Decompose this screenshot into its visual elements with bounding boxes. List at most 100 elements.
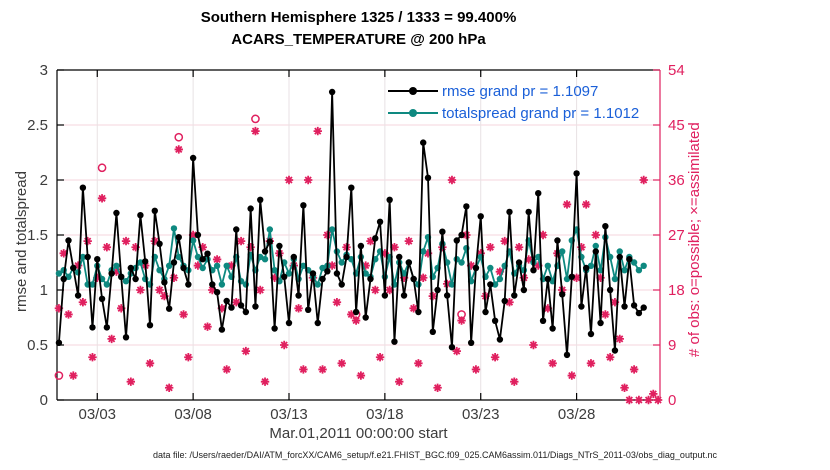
rmse-marker xyxy=(185,281,192,288)
obs-assimilated-marker xyxy=(615,334,624,344)
legend-label-rmse: rmse grand pr = 1.1097 xyxy=(442,82,599,100)
rmse-marker xyxy=(539,317,547,324)
right-tick-label: 18 xyxy=(668,282,685,299)
obs-assimilated-marker xyxy=(107,334,116,344)
totalspread-marker xyxy=(300,262,307,269)
rmse-marker xyxy=(616,253,623,261)
totalspread-marker xyxy=(420,248,427,255)
obs-assimilated-marker xyxy=(601,310,610,319)
obs-assimilated-marker xyxy=(193,261,203,270)
obs-assimilated-marker xyxy=(136,285,145,295)
rmse-marker xyxy=(55,339,63,346)
totalspread-line-sample-icon xyxy=(388,108,438,118)
rmse-marker xyxy=(295,292,302,299)
rmse-marker xyxy=(194,231,202,239)
obs-assimilated-marker xyxy=(78,298,88,307)
rmse-marker xyxy=(573,170,580,177)
right-tick-label: 36 xyxy=(668,172,685,189)
rmse-marker xyxy=(113,209,120,217)
obs-assimilated-marker xyxy=(112,267,121,276)
obs-assimilated-marker xyxy=(620,383,629,392)
rmse-marker xyxy=(611,347,619,354)
totalspread-marker xyxy=(65,273,72,280)
obs-assimilated-marker xyxy=(577,243,586,252)
obs-assimilated-marker xyxy=(323,230,332,240)
obs-assimilated-marker xyxy=(490,353,500,362)
rmse-marker xyxy=(386,196,393,203)
obs-assimilated-marker xyxy=(581,200,591,209)
rmse-marker xyxy=(458,231,465,239)
obs-assimilated-marker xyxy=(337,359,346,368)
rmse-marker xyxy=(477,213,484,220)
rmse-marker xyxy=(415,308,422,316)
rmse-marker xyxy=(405,259,413,266)
obs-assimilated-marker xyxy=(327,261,337,270)
x-tick-label: 03/08 xyxy=(174,406,212,423)
x-axis-label: Mar.01,2011 00:00:00 start xyxy=(269,425,448,442)
obs-assimilated-marker xyxy=(131,243,140,252)
rmse-marker xyxy=(319,275,326,283)
left-tick-label: 1.5 xyxy=(27,227,48,244)
rmse-marker xyxy=(65,237,72,244)
rmse-marker xyxy=(453,237,460,244)
totalspread-marker xyxy=(448,281,456,288)
rmse-marker xyxy=(544,275,552,283)
totalspread-marker xyxy=(165,262,173,269)
totalspread-marker xyxy=(616,248,623,255)
obs-assimilated-marker xyxy=(567,371,577,380)
rmse-marker xyxy=(137,212,144,219)
left-tick-label: 2.5 xyxy=(27,117,48,134)
rmse-marker xyxy=(218,326,226,333)
right-tick-label: 0 xyxy=(668,392,676,409)
obs-assimilated-marker xyxy=(572,273,581,282)
obs-assimilated-marker xyxy=(284,175,294,185)
rmse-marker xyxy=(60,275,67,283)
chart-subtitle: ACARS_TEMPERATURE @ 200 hPa xyxy=(231,31,486,48)
obs-assimilated-marker xyxy=(313,126,322,136)
rmse-marker xyxy=(535,190,542,197)
totalspread-marker xyxy=(597,267,604,274)
rmse-marker xyxy=(281,273,288,280)
rmse-marker xyxy=(103,324,111,331)
rmse-marker xyxy=(266,238,274,245)
rmse-marker xyxy=(582,264,590,272)
rmse-marker xyxy=(635,309,643,317)
totalspread-marker xyxy=(362,270,369,277)
rmse-marker xyxy=(391,338,398,345)
obs-assimilated-marker xyxy=(169,273,179,282)
obs-assimilated-marker xyxy=(251,126,260,136)
obs-assimilated-marker xyxy=(280,340,289,350)
rmse-marker xyxy=(108,270,115,277)
obs-assimilated-marker xyxy=(452,346,461,356)
right-tick-label: 27 xyxy=(668,227,685,244)
rmse-marker xyxy=(304,306,312,313)
obs-assimilated-marker xyxy=(361,261,370,270)
obs-assimilated-marker xyxy=(634,395,644,405)
totalspread-marker xyxy=(223,262,230,269)
obs-assimilated-marker xyxy=(625,395,634,405)
obs-assimilated-marker xyxy=(246,243,255,252)
rmse-marker xyxy=(396,253,403,261)
rmse-marker xyxy=(209,281,216,288)
rmse-marker xyxy=(482,308,489,316)
totalspread-marker xyxy=(137,259,144,266)
rmse-marker xyxy=(324,268,331,275)
right-y-axis-label: # of obs: o=possible; ×=assimilated xyxy=(686,122,703,357)
obs-assimilated-marker xyxy=(150,236,159,246)
obs-assimilated-marker xyxy=(347,310,356,319)
data-file-path-text: data file: /Users/raeder/DAI/ATM_forcXX/… xyxy=(153,450,717,460)
obs-assimilated-marker xyxy=(222,365,231,374)
totalspread-marker xyxy=(319,264,326,272)
rmse-marker xyxy=(285,319,293,327)
obs-assimilated-marker xyxy=(375,353,385,362)
obs-assimilated-marker xyxy=(208,285,217,295)
rmse-marker xyxy=(630,302,638,309)
left-tick-label: 0 xyxy=(40,392,48,409)
rmse-marker xyxy=(420,139,427,146)
obs-assimilated-marker xyxy=(471,365,481,374)
rmse-marker xyxy=(602,223,609,230)
rmse-marker xyxy=(122,334,130,341)
rmse-marker xyxy=(233,226,240,233)
rmse-marker xyxy=(506,208,513,216)
rmse-marker xyxy=(161,279,168,286)
